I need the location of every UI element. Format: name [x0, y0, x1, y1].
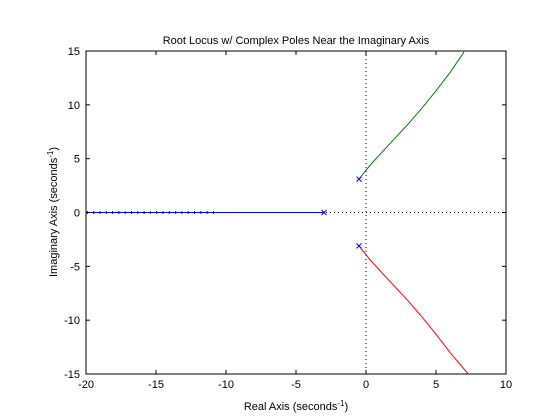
- x-tick-label: -5: [291, 379, 301, 391]
- x-tick-label: -10: [218, 379, 234, 391]
- x-axis-label-main: Real Axis (seconds: [244, 401, 338, 413]
- locus-series-layer: [86, 51, 469, 374]
- x-tick-label: 0: [363, 379, 369, 391]
- x-axis-label-tail: ): [345, 401, 349, 413]
- pole-markers-layer: [321, 176, 362, 249]
- x-axis-label-superscript: -1: [337, 399, 345, 408]
- y-tick-label: 10: [68, 100, 80, 112]
- y-axis-label-main: Imaginary Axis (seconds: [48, 157, 60, 277]
- y-tick-label: -10: [64, 315, 80, 327]
- y-tick-label: -15: [64, 369, 80, 381]
- pole-marker: [356, 176, 362, 182]
- y-tick-label: -5: [70, 261, 80, 273]
- locus-branch-red: [358, 245, 469, 374]
- y-tick-label: 5: [74, 154, 80, 166]
- x-tick-label: -20: [78, 379, 94, 391]
- x-tick-label: -15: [148, 379, 164, 391]
- y-axis-label-superscript: -1: [46, 150, 55, 158]
- y-axis-label-tail: ): [48, 147, 60, 151]
- chart-title: Root Locus w/ Complex Poles Near the Ima…: [163, 35, 430, 47]
- x-tick-label: 5: [433, 379, 439, 391]
- y-tick-label: 15: [68, 46, 80, 58]
- x-tick-label: 10: [500, 379, 512, 391]
- y-tick-label: 0: [74, 208, 80, 220]
- y-axis-label: Imaginary Axis (seconds-1): [46, 147, 61, 277]
- locus-branch-green: [358, 51, 465, 180]
- pole-marker: [321, 209, 327, 216]
- pole-marker: [356, 243, 362, 249]
- x-axis-label: Real Axis (seconds-1): [244, 399, 348, 414]
